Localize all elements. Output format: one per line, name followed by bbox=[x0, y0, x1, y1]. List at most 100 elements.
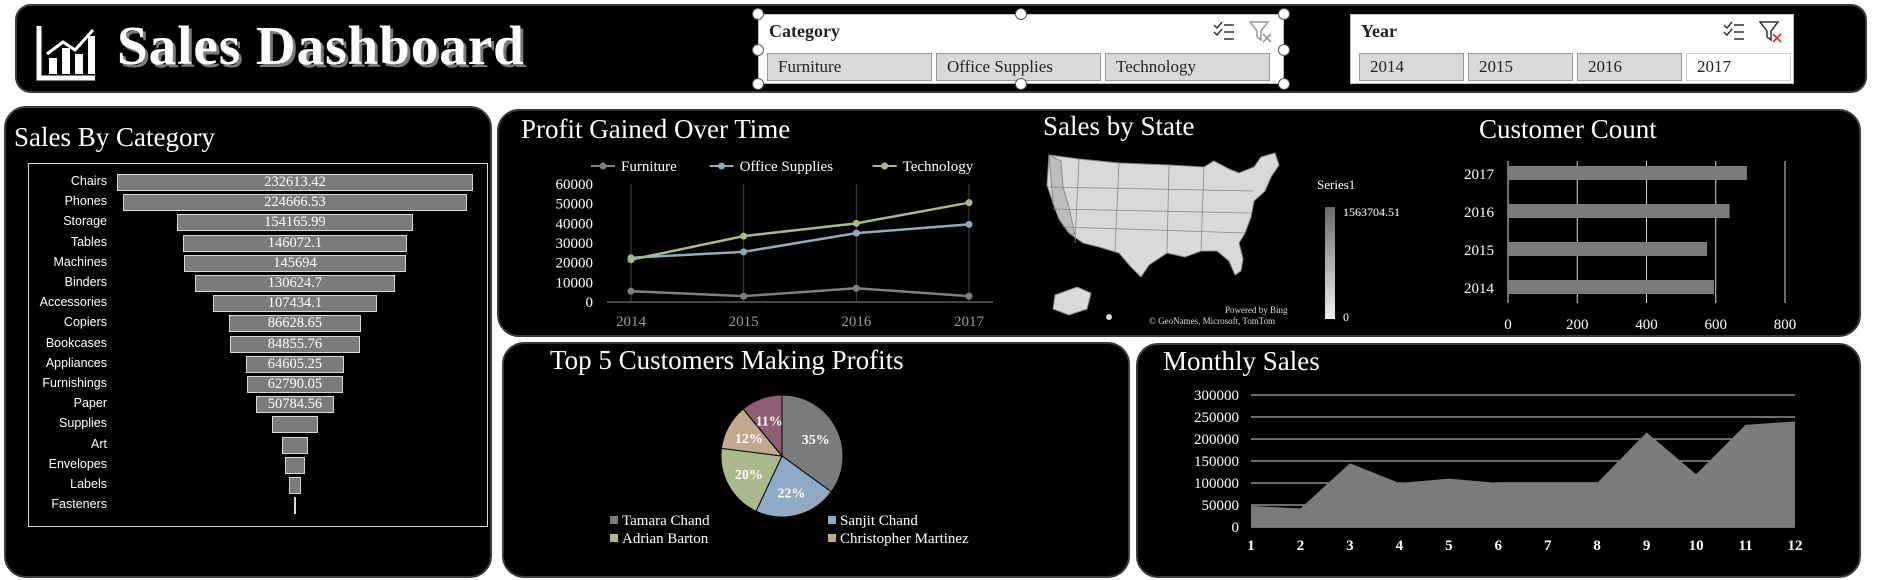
customer-count-chart: 0 200 400 600 800 2017 2016 2015 2014 bbox=[1464, 161, 1797, 333]
category-bar: 107434.1 bbox=[212, 295, 378, 313]
chart-title: Customer Count bbox=[1479, 114, 1657, 144]
y-tick-label: 20000 bbox=[556, 256, 594, 272]
category-label: Phones bbox=[64, 194, 107, 209]
slicer-item-technology[interactable]: Technology bbox=[1105, 53, 1270, 81]
customer-bar bbox=[1508, 280, 1715, 294]
x-tick-label: 800 bbox=[1774, 317, 1797, 333]
category-bar: 62790.05 bbox=[246, 376, 344, 393]
chart-title: Sales by State bbox=[1043, 111, 1195, 141]
sales-area bbox=[1251, 421, 1795, 527]
legend-marker bbox=[881, 162, 889, 170]
sales-by-state-map: Powered by Bing© GeoNames, Microsoft, To… bbox=[1046, 152, 1400, 326]
slicer-item-office-supplies[interactable]: Office Supplies bbox=[936, 53, 1101, 81]
clear-filter-icon[interactable] bbox=[1249, 21, 1273, 43]
customer-bar bbox=[1508, 242, 1708, 256]
resize-handle[interactable] bbox=[752, 78, 764, 90]
slicer-item-furniture[interactable]: Furniture bbox=[767, 53, 932, 81]
monthly-sales-panel: Monthly Sales 0 50000 100000 150000 200000 25… bbox=[1136, 343, 1861, 578]
state-border bbox=[1114, 162, 1120, 252]
category-label: Machines bbox=[53, 254, 108, 269]
y-tick-label: 250000 bbox=[1194, 410, 1239, 426]
category-label: Chairs bbox=[70, 174, 107, 188]
slicer-title: Category bbox=[769, 21, 840, 41]
slicer-item-2017[interactable]: 2017 bbox=[1686, 53, 1791, 81]
x-tick-label: 4 bbox=[1396, 538, 1404, 554]
x-tick-label: 12 bbox=[1788, 538, 1803, 554]
resize-handle[interactable] bbox=[1015, 78, 1027, 90]
y-tick-label: 300000 bbox=[1194, 388, 1239, 404]
slicer-item-2014[interactable]: 2014 bbox=[1359, 53, 1464, 81]
y-tick-label: 0 bbox=[1232, 520, 1240, 536]
resize-handle[interactable] bbox=[752, 44, 764, 56]
x-tick-label: 2016 bbox=[841, 314, 872, 330]
category-label: Fasteners bbox=[51, 497, 107, 512]
legend-label: Furniture bbox=[621, 159, 677, 175]
category-label: Paper bbox=[73, 396, 107, 411]
x-tick-label: 3 bbox=[1346, 538, 1354, 554]
category-slicer[interactable]: Category Furniture Office Supplies Techn… bbox=[752, 8, 1290, 90]
category-label: Binders bbox=[64, 275, 107, 289]
data-point bbox=[965, 199, 973, 207]
slice-label: 12% bbox=[735, 432, 763, 447]
y-tick-label: 2014 bbox=[1464, 281, 1495, 297]
data-point bbox=[852, 219, 860, 227]
resize-handle[interactable] bbox=[752, 8, 764, 20]
y-tick-label: 2015 bbox=[1464, 243, 1494, 259]
legend-bar bbox=[1325, 207, 1335, 319]
state-border bbox=[1200, 166, 1205, 252]
legend-marker bbox=[599, 162, 607, 170]
x-tick-label: 7 bbox=[1544, 538, 1552, 554]
slicer-item-2015[interactable]: 2015 bbox=[1468, 53, 1573, 81]
chart-title: Monthly Sales bbox=[1163, 346, 1320, 376]
y-tick-label: 50000 bbox=[1202, 498, 1240, 514]
clear-filter-icon[interactable] bbox=[1759, 21, 1783, 43]
x-tick-label: 400 bbox=[1635, 317, 1658, 333]
legend-label: Adrian Barton bbox=[622, 531, 709, 547]
series-line bbox=[630, 201, 970, 261]
category-bar: 130624.7 bbox=[195, 275, 395, 292]
legend-swatch bbox=[610, 516, 618, 524]
resize-handle[interactable] bbox=[1278, 8, 1290, 20]
category-label: Furnishings bbox=[42, 376, 107, 390]
y-tick-label: 100000 bbox=[1194, 476, 1239, 492]
state-hawaii bbox=[1106, 314, 1112, 320]
y-tick-label: 200000 bbox=[1194, 432, 1239, 448]
legend-swatch bbox=[828, 534, 836, 542]
legend-min: 0 bbox=[1343, 310, 1349, 324]
x-tick-label: 1 bbox=[1247, 538, 1255, 554]
profit-line-chart: 0 10000 20000 30000 40000 50000 60000 2014 2015 2… bbox=[556, 159, 993, 330]
category-bar bbox=[272, 416, 318, 434]
x-tick-label: 0 bbox=[1504, 317, 1512, 333]
x-tick-label: 600 bbox=[1705, 317, 1728, 333]
pie-slice bbox=[742, 394, 783, 458]
resize-handle[interactable] bbox=[1278, 44, 1290, 56]
state-border bbox=[1074, 158, 1080, 244]
category-bar bbox=[294, 497, 296, 515]
year-slicer[interactable]: Year 2014 2015 2016 2017 bbox=[1350, 14, 1794, 84]
state-border bbox=[1166, 164, 1170, 254]
y-tick-label: 10000 bbox=[556, 275, 594, 291]
state-alaska bbox=[1052, 286, 1092, 316]
x-tick-label: 2015 bbox=[729, 314, 759, 330]
category-bar: 146072.1 bbox=[183, 234, 407, 252]
multi-select-icon[interactable] bbox=[1213, 21, 1235, 41]
legend-marker bbox=[718, 162, 726, 170]
series-line bbox=[630, 286, 970, 298]
slicer-title: Year bbox=[1361, 21, 1397, 41]
top5-customers-panel: Top 5 Customers Making Profits 35% 22% 20%… bbox=[502, 342, 1130, 578]
sales-by-category-panel: Sales By Category Chairs 232613.42 Phones 2… bbox=[4, 106, 492, 578]
category-label: Supplies bbox=[59, 416, 107, 431]
data-point bbox=[965, 292, 973, 300]
us-states-shape bbox=[1046, 152, 1280, 278]
multi-select-icon[interactable] bbox=[1723, 21, 1745, 41]
category-label: Art bbox=[91, 436, 107, 451]
legend-swatch bbox=[828, 516, 836, 524]
x-tick-label: 2 bbox=[1297, 538, 1305, 554]
resize-handle[interactable] bbox=[1015, 8, 1027, 20]
slicer-item-2016[interactable]: 2016 bbox=[1577, 53, 1682, 81]
legend-label: Sanjit Chand bbox=[840, 513, 918, 529]
slice-label: 22% bbox=[777, 487, 805, 502]
data-point bbox=[965, 220, 973, 228]
resize-handle[interactable] bbox=[1278, 78, 1290, 90]
legend-label: Christopher Martinez bbox=[840, 531, 969, 547]
